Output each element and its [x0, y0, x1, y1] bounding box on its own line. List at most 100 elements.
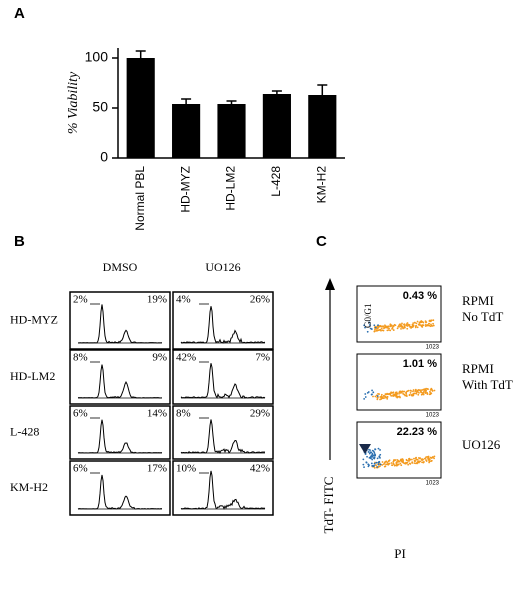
histogram-box — [69, 460, 171, 516]
y-tick-label: 100 — [85, 49, 109, 65]
orange-dot — [416, 326, 419, 329]
blue-dot — [371, 455, 374, 458]
orange-dot — [376, 329, 379, 332]
orange-dot — [395, 462, 398, 465]
y-axis-label: % Viability — [66, 71, 81, 134]
orange-dot — [383, 462, 386, 464]
blue-dot — [362, 463, 365, 466]
orange-dot — [422, 461, 425, 464]
blue-dot — [365, 461, 368, 464]
orange-dot — [384, 325, 387, 328]
orange-dot — [377, 392, 379, 395]
orange-dot — [416, 461, 419, 464]
orange-dot — [379, 465, 381, 467]
blue-dot — [376, 457, 379, 460]
orange-dot — [393, 393, 395, 396]
orange-dot — [393, 323, 396, 326]
orange-dot — [399, 323, 401, 326]
histogram-trace — [77, 364, 162, 399]
orange-dot — [374, 395, 377, 398]
orange-dot — [419, 390, 422, 392]
orange-dot — [430, 392, 433, 395]
blue-dot — [371, 454, 374, 456]
orange-dot — [404, 462, 407, 465]
orange-dot — [383, 395, 386, 397]
orange-dot — [430, 457, 433, 459]
orange-dot — [425, 321, 428, 324]
orange-dot — [385, 326, 387, 329]
histogram-box — [172, 349, 274, 405]
orange-dot — [422, 392, 424, 395]
orange-dot — [424, 325, 427, 328]
orange-dot — [414, 390, 417, 393]
orange-dot — [390, 325, 393, 327]
arrowhead-marker — [359, 444, 371, 454]
orange-dot — [384, 465, 387, 468]
orange-dot — [413, 459, 416, 462]
percent-right: 17% — [147, 463, 167, 475]
orange-dot — [405, 323, 408, 326]
percent-right: 14% — [147, 408, 167, 420]
percent-left: 8% — [73, 352, 88, 364]
blue-dot — [371, 449, 374, 452]
orange-dot — [422, 393, 425, 396]
orange-dot — [382, 397, 385, 400]
blue-dot — [367, 465, 370, 468]
blue-dot — [367, 451, 370, 453]
orange-dot — [418, 324, 421, 326]
row-label: KM-H2 — [10, 480, 48, 494]
orange-dot — [421, 461, 423, 464]
blue-dot — [368, 456, 371, 459]
orange-dot — [382, 325, 384, 327]
orange-dot — [424, 392, 427, 395]
histogram-box — [69, 349, 171, 405]
orange-dot — [424, 389, 427, 392]
histogram-box — [172, 460, 274, 516]
orange-dot — [428, 458, 430, 461]
orange-dot — [407, 323, 410, 326]
orange-dot — [393, 464, 396, 467]
orange-dot — [416, 320, 419, 323]
percent-right: 9% — [152, 352, 167, 364]
orange-dot — [429, 325, 432, 328]
orange-dot — [412, 392, 415, 395]
orange-dot — [418, 457, 420, 459]
orange-dot — [373, 330, 376, 333]
orange-dot — [401, 322, 403, 325]
orange-dot — [415, 390, 418, 393]
orange-dot — [405, 324, 408, 327]
blue-dot — [363, 466, 365, 468]
y-tick-label: 0 — [100, 149, 108, 165]
orange-dot — [400, 464, 403, 467]
orange-dot — [396, 464, 398, 467]
orange-dot — [376, 397, 379, 399]
orange-dot — [379, 328, 382, 331]
percent: 1.01 % — [403, 358, 437, 370]
orange-dot — [401, 390, 404, 393]
orange-dot — [431, 390, 434, 392]
blue-dot — [374, 448, 377, 451]
orange-dot — [386, 461, 389, 464]
orange-dot — [432, 322, 434, 325]
condition-label: RPMI — [462, 361, 494, 376]
histogram-box — [69, 405, 171, 460]
orange-dot — [425, 456, 428, 458]
orange-dot — [397, 463, 399, 466]
orange-dot — [433, 389, 436, 392]
orange-dot — [412, 390, 414, 393]
blue-dot — [364, 396, 367, 398]
orange-dot — [421, 458, 424, 461]
orange-dot — [373, 466, 376, 469]
orange-dot — [380, 393, 383, 396]
orange-dot — [395, 392, 398, 395]
blue-dot — [370, 393, 373, 396]
arrow-head — [325, 278, 335, 290]
orange-dot — [401, 458, 404, 461]
orange-dot — [376, 398, 379, 401]
blue-dot — [377, 463, 380, 466]
orange-dot — [398, 460, 401, 463]
orange-dot — [399, 462, 402, 465]
orange-dot — [394, 459, 397, 461]
orange-dot — [411, 323, 414, 326]
orange-dot — [387, 460, 390, 463]
